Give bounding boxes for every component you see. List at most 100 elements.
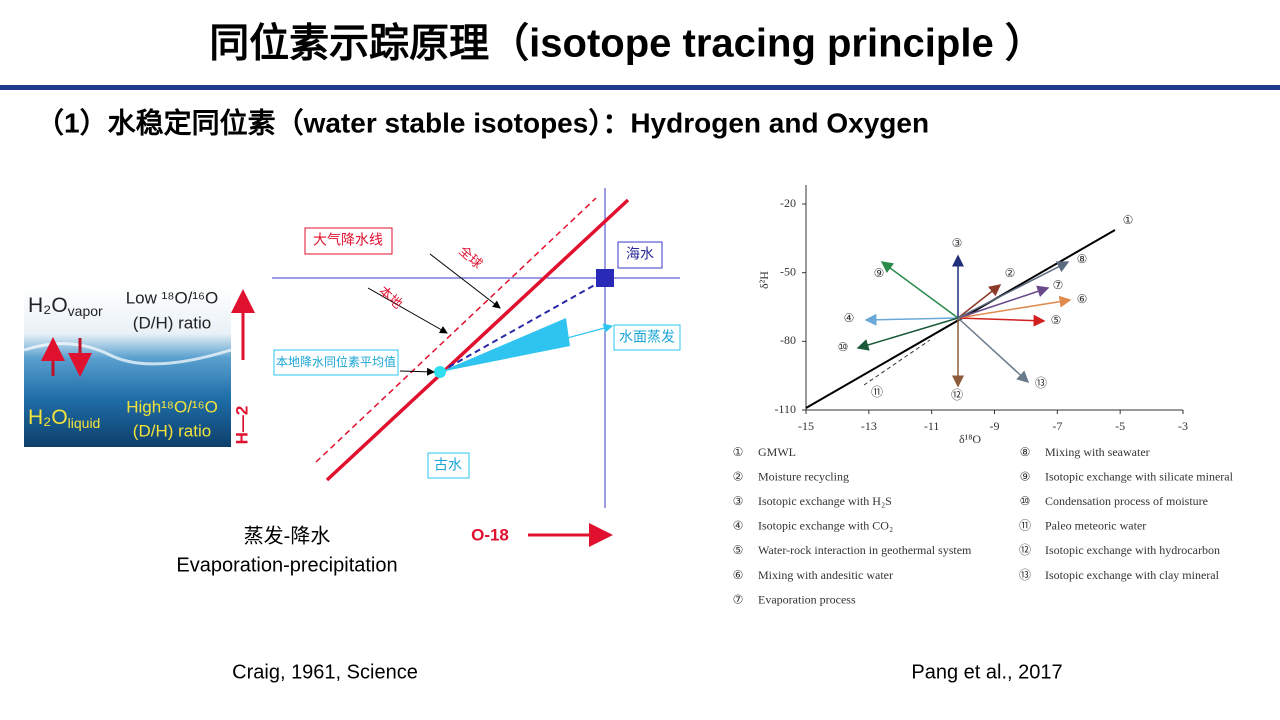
legend-marker: ④ (733, 519, 744, 533)
citation-right: Pang et al., 2017 (911, 661, 1062, 683)
process-arrow (957, 284, 1002, 319)
legend-marker: ⑧ (1020, 445, 1031, 459)
process-arrow (957, 295, 1072, 319)
local-mean-box (273, 349, 399, 376)
local-mean-point (434, 366, 446, 378)
marker-label: ② (1005, 266, 1016, 280)
title-rule (0, 85, 1280, 90)
mixing-line (439, 281, 601, 373)
x-axis-label: O-18 (471, 525, 509, 544)
liquid-base: H₂O (28, 406, 68, 429)
y-axis-title: δ²H (757, 271, 771, 289)
legend-marker: ⑨ (1020, 469, 1031, 483)
seawater-point (596, 269, 614, 287)
legend-text: Mixing with seawater (1045, 445, 1150, 459)
marker-label: ⑦ (1053, 278, 1064, 292)
legend-text: Isotopic exchange with silicate mineral (1045, 469, 1234, 483)
gmwl (805, 229, 1116, 409)
legend-marker: ① (733, 445, 744, 459)
marker-label: ① (1123, 213, 1134, 227)
low-dh: (D/H) ratio (133, 313, 211, 332)
process-arrow (880, 261, 959, 319)
process-arrow (957, 285, 1050, 319)
paleo-line (863, 339, 931, 386)
marker-label: ⑨ (874, 266, 885, 280)
citation-left: Craig, 1961, Science (232, 661, 418, 683)
vapor-sub: vapor (68, 303, 103, 319)
evaporation-arrow (439, 323, 614, 373)
global-label: 全球 (456, 243, 485, 272)
meteoric-box (304, 227, 393, 255)
global-pointer (429, 253, 501, 309)
slide-title: 同位素示踪原理（isotope tracing principle ） (209, 22, 1045, 66)
vapor-label: H₂Ovapor (28, 294, 103, 319)
process-arrow (957, 261, 1070, 319)
marker-label: ⑤ (1051, 313, 1062, 327)
craig-diagram: H—2 大气降水线 全球 本地 海水 水面蒸发 本地降水同位素平均值 古水 O-… (231, 188, 681, 547)
x-tick-label: -9 (990, 419, 1000, 433)
local-pointer (367, 287, 448, 334)
legend-marker: ⑥ (733, 568, 744, 582)
marker-label: ⑩ (838, 340, 849, 354)
legend-text: Isotopic exchange with H₂S (758, 494, 892, 508)
legend-text: Moisture recycling (758, 469, 849, 483)
high-dh: (D/H) ratio (133, 421, 211, 440)
process-arrow (957, 317, 1030, 384)
evaporation-wedge (440, 318, 570, 372)
legend-text: Isotopic exchange with CO₂ (758, 519, 893, 533)
process-arrow (957, 314, 1046, 327)
marker-label: ⑧ (1077, 252, 1088, 266)
marker-label: ④ (844, 311, 855, 325)
legend-marker: ⑤ (733, 543, 744, 557)
y-tick-label: -50 (780, 264, 796, 278)
legend-marker: ⑦ (733, 592, 744, 606)
marker-label: ⑬ (1035, 376, 1047, 390)
legend-text: Condensation process of moisture (1045, 494, 1208, 508)
x-tick-label: -11 (924, 419, 940, 433)
liquid-sub: liquid (68, 415, 101, 431)
local-line (325, 198, 630, 482)
process-arrow (864, 313, 959, 326)
legend-marker: ⑬ (1019, 568, 1031, 582)
water-photo: H₂Ovapor H₂Oliquid Low ¹⁸O/¹⁶O (D/H) rat… (23, 285, 232, 447)
legend-marker: ③ (733, 494, 744, 508)
global-line (315, 197, 597, 463)
seawater-label: 海水 (626, 246, 654, 262)
x-axis-title: δ¹⁸O (959, 432, 981, 446)
caption-en: Evaporation-precipitation (176, 554, 397, 576)
high-ratio: High¹⁸O/¹⁶O (126, 397, 218, 416)
marker-label: ⑪ (871, 385, 883, 399)
paleo-label: 古水 (434, 457, 462, 473)
x-tick-label: -15 (798, 419, 814, 433)
legend-marker: ⑩ (1020, 494, 1031, 508)
vapor-base: H₂O (28, 294, 68, 317)
legend-text: Paleo meteoric water (1045, 519, 1146, 533)
slide-subtitle: （1）水稳定同位素（water stable isotopes）：Hydroge… (36, 106, 929, 138)
evaporation-box (613, 324, 681, 351)
legend-text: Isotopic exchange with hydrocarbon (1045, 543, 1220, 557)
marker-label: ③ (952, 236, 963, 250)
x-tick-label: -7 (1052, 419, 1062, 433)
paleo-box (427, 452, 470, 479)
local-mean-label: 本地降水同位素平均值 (276, 354, 396, 369)
legend-marker: ⑪ (1019, 519, 1031, 533)
marker-label: ⑥ (1077, 292, 1088, 306)
liquid-label: H₂Oliquid (28, 406, 100, 431)
legend-text: Isotopic exchange with clay mineral (1045, 568, 1220, 582)
process-arrow (856, 317, 959, 351)
legend-marker: ② (733, 469, 744, 483)
legend-marker: ⑫ (1019, 543, 1031, 557)
y-tick-label: -20 (780, 196, 796, 210)
low-ratio: Low ¹⁸O/¹⁶O (126, 288, 219, 307)
x-tick-label: -5 (1115, 419, 1125, 433)
y-tick-label: -80 (780, 333, 796, 347)
y-tick-label: -110 (774, 402, 796, 416)
mean-pointer (399, 367, 435, 376)
x-tick-label: -3 (1178, 419, 1188, 433)
meteoric-label: 大气降水线 (313, 232, 383, 248)
legend-text: Evaporation process (758, 592, 856, 606)
evaporation-label: 水面蒸发 (619, 329, 675, 345)
marker-label: ⑫ (951, 388, 963, 402)
legend-text: Mixing with andesitic water (758, 568, 893, 582)
